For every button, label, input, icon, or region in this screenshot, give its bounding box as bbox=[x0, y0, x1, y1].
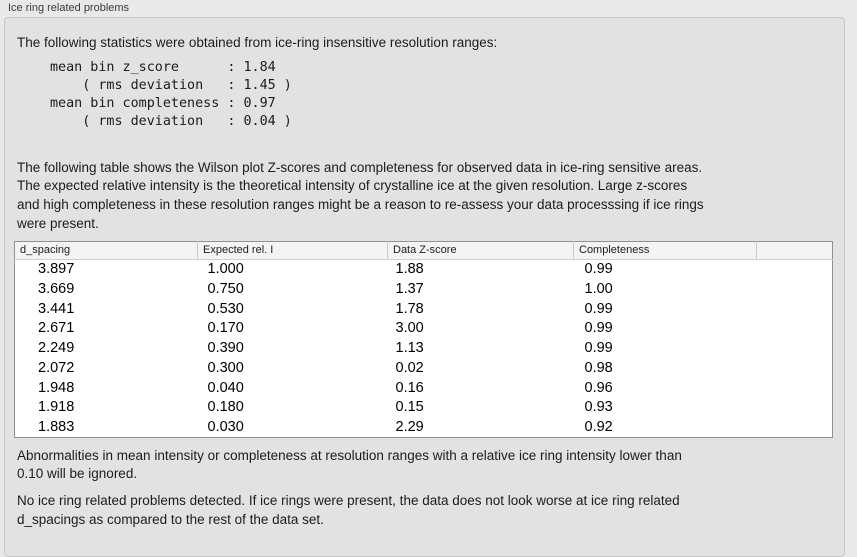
table-row[interactable]: 3.441 0.530 1.78 0.99 bbox=[15, 299, 833, 319]
table-intro-text: The following table shows the Wilson plo… bbox=[17, 159, 704, 231]
table-cell: 0.300 bbox=[207, 359, 244, 376]
table-cell bbox=[757, 279, 833, 299]
table-row[interactable]: 3.669 0.750 1.37 1.00 bbox=[15, 279, 833, 299]
table-cell: 0.040 bbox=[207, 379, 244, 396]
table-cell bbox=[757, 417, 833, 437]
table-cell: 2.249 bbox=[38, 340, 75, 357]
table-cell: 2.671 bbox=[38, 320, 75, 337]
table-cell: 1.78 bbox=[395, 300, 424, 317]
table-cell: 1.37 bbox=[395, 280, 424, 297]
table-cell: 0.530 bbox=[207, 300, 244, 317]
table-cell: 3.00 bbox=[395, 320, 424, 337]
table-cell: 2.29 bbox=[395, 419, 424, 436]
ice-table-header-row: d_spacing Expected rel. I Data Z-score Comp… bbox=[14, 241, 833, 260]
table-cell: 0.180 bbox=[207, 399, 244, 416]
column-header[interactable]: Expected rel. I bbox=[197, 241, 388, 260]
table-cell bbox=[757, 358, 833, 378]
table-cell: 2.072 bbox=[38, 359, 75, 376]
table-cell bbox=[757, 318, 833, 338]
table-cell: 0.170 bbox=[207, 320, 244, 337]
table-cell: 0.99 bbox=[584, 340, 613, 357]
column-header[interactable]: Data Z-score bbox=[387, 241, 574, 260]
table-cell: 0.16 bbox=[395, 379, 424, 396]
table-row[interactable]: 2.249 0.390 1.13 0.99 bbox=[15, 338, 833, 358]
table-cell: 1.000 bbox=[207, 261, 244, 278]
app-window: { "panel": { "title": "Ice ring related … bbox=[4, 2, 845, 557]
table-cell: 0.99 bbox=[584, 261, 613, 278]
table-cell: 0.02 bbox=[395, 359, 424, 376]
table-cell bbox=[757, 378, 833, 398]
table-cell bbox=[757, 338, 833, 358]
column-header[interactable]: Completeness bbox=[573, 241, 757, 260]
table-row[interactable]: 3.897 1.000 1.88 0.99 bbox=[15, 259, 833, 279]
table-cell: 1.948 bbox=[38, 379, 75, 396]
table-cell: 3.897 bbox=[38, 261, 75, 278]
table-cell: 1.13 bbox=[395, 340, 424, 357]
table-cell: 0.98 bbox=[584, 359, 613, 376]
table-cell: 1.00 bbox=[584, 280, 613, 297]
table-cell bbox=[757, 259, 833, 279]
table-cell: 1.88 bbox=[395, 261, 424, 278]
table-cell: 0.92 bbox=[584, 419, 613, 436]
table-row[interactable]: 2.072 0.300 0.02 0.98 bbox=[15, 358, 833, 378]
table-cell: 0.99 bbox=[584, 320, 613, 337]
stats-block: mean bin z_score : 1.84 ( rms deviation … bbox=[50, 59, 292, 129]
table-cell: 1.918 bbox=[38, 399, 75, 416]
table-row[interactable]: 1.883 0.030 2.29 0.92 bbox=[15, 417, 833, 437]
table-row[interactable]: 2.671 0.170 3.00 0.99 bbox=[15, 318, 833, 338]
column-header[interactable]: d_spacing bbox=[14, 241, 198, 260]
table-cell: 3.669 bbox=[38, 280, 75, 297]
table-cell: 0.030 bbox=[207, 419, 244, 436]
table-row[interactable]: 1.918 0.180 0.15 0.93 bbox=[15, 398, 833, 418]
table-cell: 0.99 bbox=[584, 300, 613, 317]
table-cell bbox=[757, 398, 833, 418]
result-note-text: No ice ring related problems detected. I… bbox=[17, 493, 680, 527]
table-cell: 1.883 bbox=[38, 419, 75, 436]
table-cell: 0.15 bbox=[395, 399, 424, 416]
table-cell: 3.441 bbox=[38, 300, 75, 317]
stats-intro-text: The following statistics were obtained f… bbox=[17, 35, 498, 50]
table-cell: 0.96 bbox=[584, 379, 613, 396]
table-cell: 0.93 bbox=[584, 399, 613, 416]
table-row[interactable]: 1.948 0.040 0.16 0.96 bbox=[15, 378, 833, 398]
ice-ring-groupbox: The following statistics were obtained f… bbox=[4, 17, 845, 557]
table-cell: 0.390 bbox=[207, 340, 244, 357]
table-cell bbox=[757, 299, 833, 319]
ice-table-body: 3.897 1.000 1.88 0.99 3.669 0.750 1.37 1.00 3.44… bbox=[15, 259, 833, 437]
column-header[interactable] bbox=[756, 241, 833, 260]
table-cell: 0.750 bbox=[207, 280, 244, 297]
ice-ring-table: d_spacing Expected rel. I Data Z-score Comp… bbox=[14, 240, 833, 438]
threshold-note-text: Abnormalities in mean intensity or compl… bbox=[17, 447, 682, 482]
panel-title: Ice ring related problems bbox=[8, 2, 130, 14]
